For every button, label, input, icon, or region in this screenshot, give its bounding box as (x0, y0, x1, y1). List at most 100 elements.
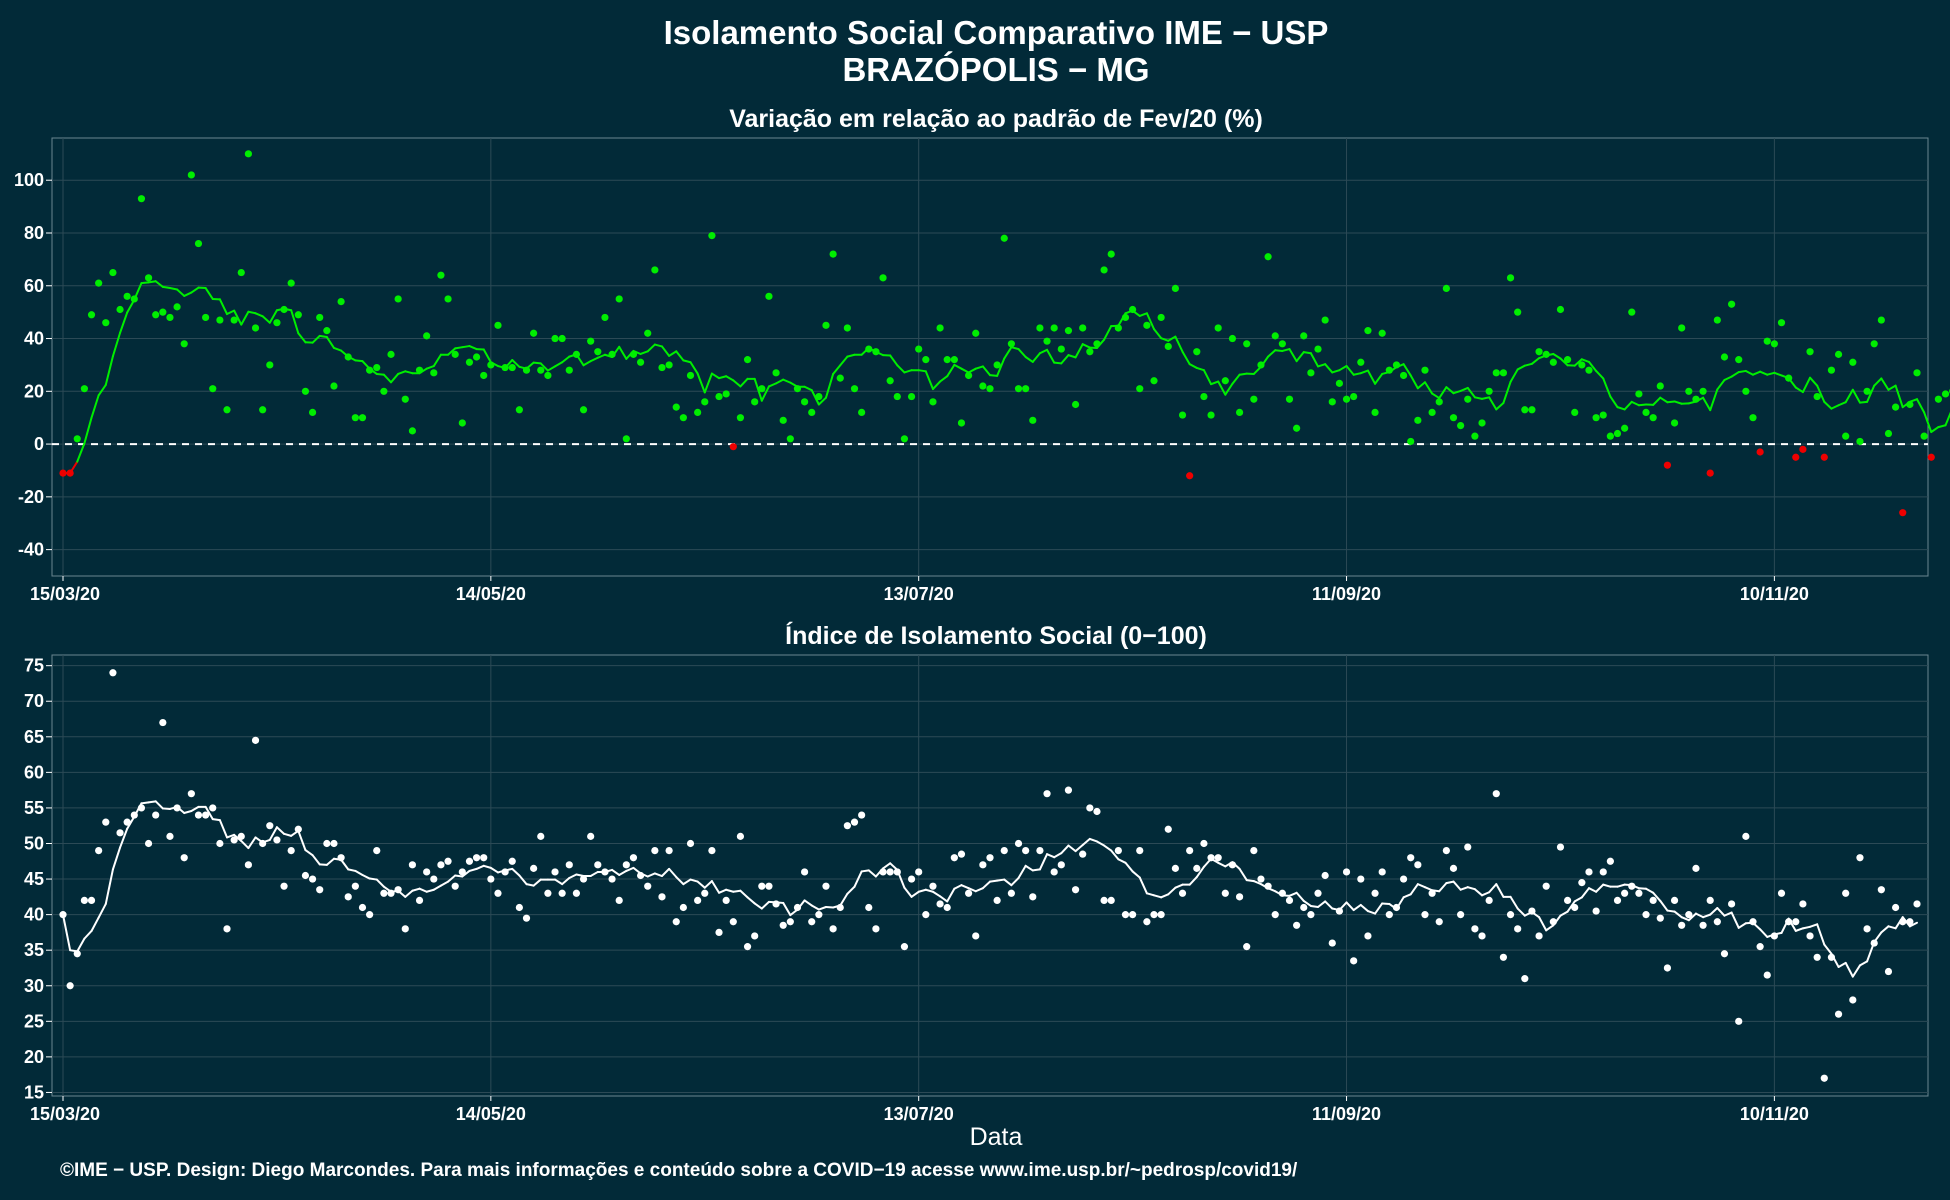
trend-segment (1659, 899, 1669, 912)
footer-credit: ©IME − USP. Design: Diego Marcondes. Par… (60, 1160, 1298, 1181)
trend-segment (1794, 386, 1804, 394)
trend-segment (368, 877, 378, 881)
data-point (166, 313, 174, 322)
data-point (1250, 395, 1258, 403)
data-point (1621, 424, 1629, 432)
y-tick-label: -20 (18, 487, 44, 507)
data-point (1314, 889, 1322, 897)
data-point (986, 385, 994, 393)
trend-segment (1816, 384, 1826, 403)
data-point (679, 903, 687, 912)
data-point (1613, 429, 1622, 438)
data-point (1728, 300, 1736, 308)
trend-segment (1623, 400, 1633, 411)
trend-segment (1131, 870, 1141, 879)
trend-segment (83, 416, 93, 445)
trend-segment (803, 385, 813, 392)
data-point (294, 825, 302, 833)
trend-segment (653, 343, 663, 348)
data-point (487, 875, 495, 883)
data-point (287, 279, 295, 287)
data-point (1285, 896, 1294, 904)
data-point (1799, 900, 1807, 908)
data-point (173, 804, 181, 812)
trend-segment (1010, 877, 1020, 887)
trend-segment (1067, 354, 1077, 359)
data-point (530, 329, 538, 337)
trend-segment (939, 375, 949, 383)
data-point (565, 861, 573, 869)
data-point (1086, 804, 1094, 812)
data-point (308, 875, 317, 883)
trend-segment (233, 833, 243, 842)
trend-segment (931, 890, 942, 898)
trend-segment (1580, 358, 1590, 363)
trend-segment (1709, 907, 1719, 916)
trend-segment (646, 343, 656, 353)
data-point (907, 392, 916, 401)
data-point (808, 408, 816, 417)
trend-segment (1160, 337, 1170, 342)
data-point (401, 925, 409, 933)
trend-segment (903, 886, 913, 898)
trend-segment (1509, 368, 1519, 383)
trend-segment (204, 287, 214, 300)
data-point (558, 334, 566, 343)
data-point (1171, 284, 1179, 292)
trend-segment (1302, 351, 1312, 355)
data-point (273, 836, 281, 844)
data-point (1749, 918, 1757, 926)
data-point (1656, 914, 1664, 922)
trend-segment (1809, 376, 1819, 387)
data-point (1129, 305, 1137, 314)
trend-segment (1238, 372, 1248, 376)
data-point (1335, 907, 1344, 915)
trend-segment (62, 913, 72, 952)
data-point (1364, 327, 1372, 335)
data-point (1785, 918, 1793, 926)
trend-segment (1345, 365, 1355, 376)
data-point (686, 839, 695, 848)
data-point (522, 366, 531, 374)
data-point (1578, 361, 1586, 369)
trend-segment (725, 888, 735, 893)
data-point (1293, 921, 1301, 929)
data-point (194, 239, 203, 248)
trend-segment (1659, 396, 1669, 404)
trend-segment (1809, 923, 1819, 928)
trend-segment (839, 355, 849, 367)
trend-segment (718, 888, 728, 894)
trend-segment (1288, 348, 1298, 363)
trend-segment (1224, 382, 1234, 396)
trend-segment (397, 370, 407, 375)
data-point (993, 361, 1001, 369)
data-point (230, 316, 238, 324)
index-plot-area (51, 654, 1929, 1097)
trend-segment (1053, 361, 1063, 365)
trend-segment (375, 878, 385, 888)
trend-segment (660, 867, 671, 878)
data-point (144, 274, 153, 282)
data-point (1670, 896, 1679, 904)
data-point (1941, 390, 1950, 398)
data-point (722, 896, 730, 904)
trend-segment (689, 878, 699, 883)
trend-segment (1053, 852, 1063, 859)
y-tick-label: 15 (24, 1082, 44, 1102)
data-point (1378, 868, 1386, 876)
data-point (87, 311, 96, 319)
trend-segment (1295, 351, 1305, 363)
data-point (1079, 324, 1087, 332)
trend-segment (1816, 923, 1826, 946)
trend-segment (1716, 378, 1726, 391)
data-point (1257, 875, 1265, 883)
trend-segment (696, 372, 706, 394)
trend-segment (1595, 369, 1605, 380)
trend-segment (511, 867, 521, 877)
trend-segment (1908, 921, 1918, 928)
index-trend-line (62, 800, 1918, 978)
trend-segment (1673, 910, 1683, 919)
data-point (537, 832, 545, 840)
y-tick-label: 20 (24, 1047, 44, 1067)
trend-segment (418, 887, 428, 893)
